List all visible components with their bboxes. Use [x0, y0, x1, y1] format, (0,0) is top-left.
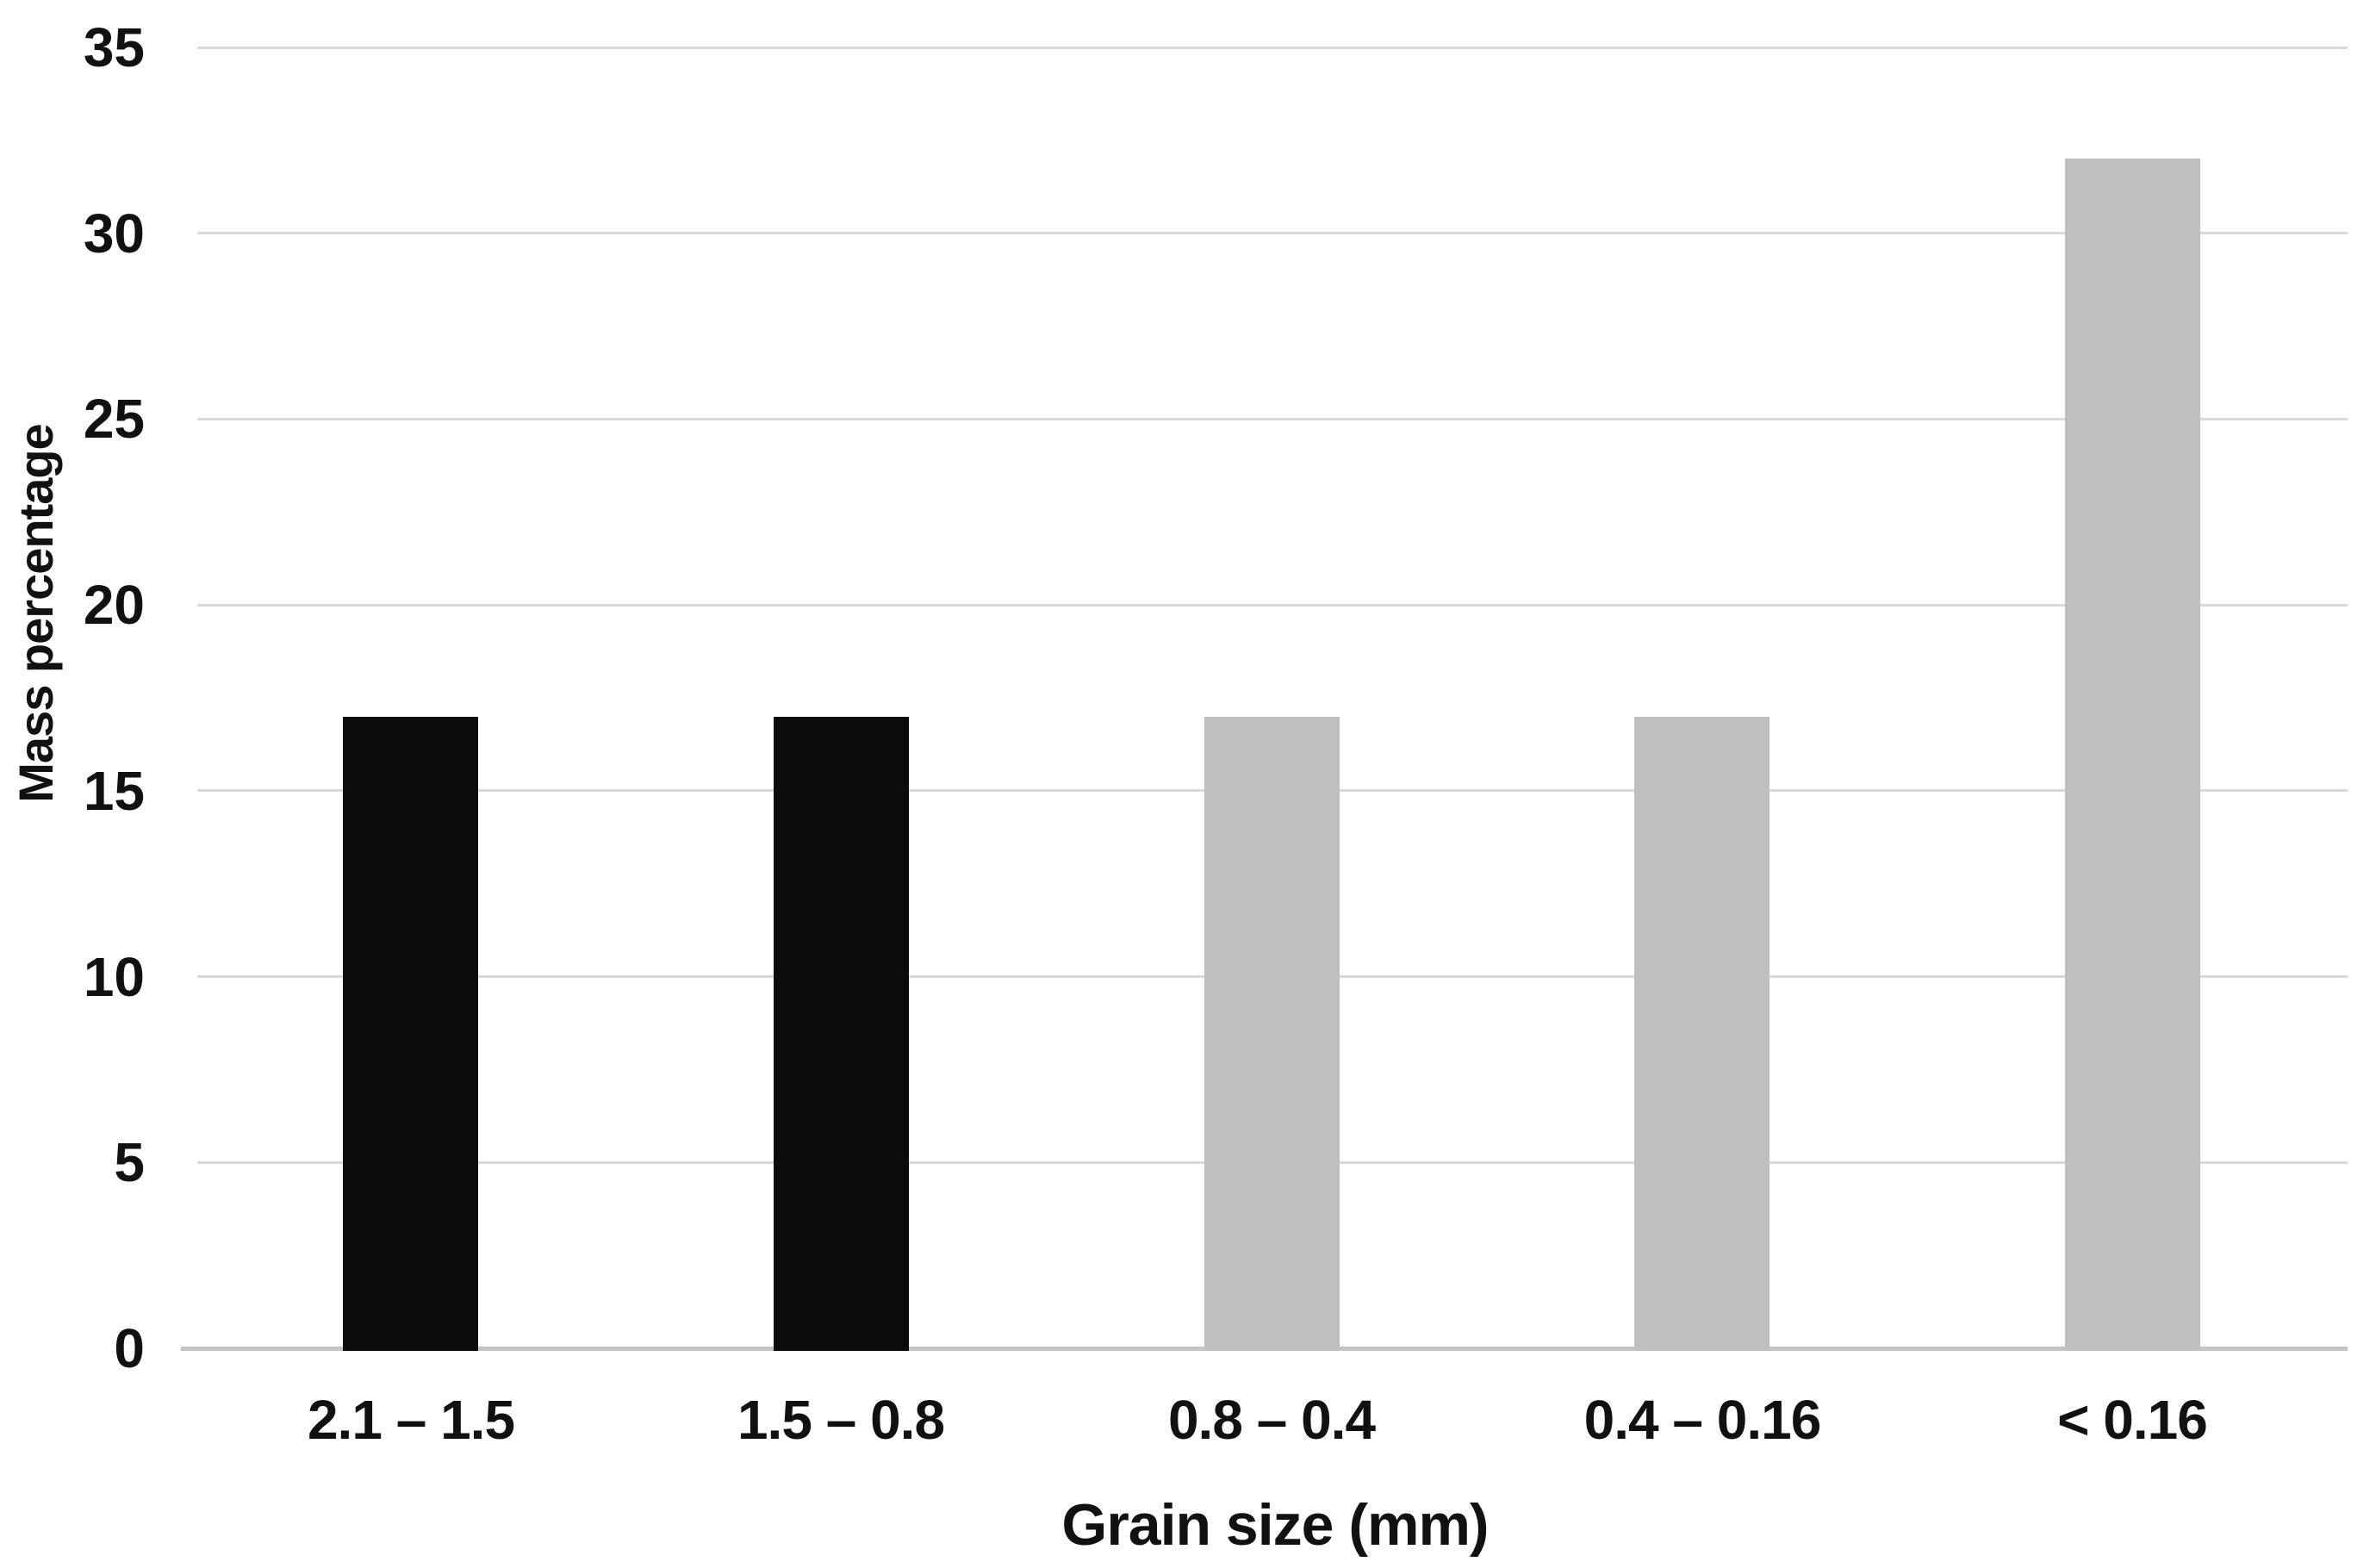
y-tick-label-0: 0	[114, 1317, 145, 1379]
x-tick-label-3: 0.4 – 0.16	[1583, 1389, 1822, 1451]
y-tick-label-10: 10	[83, 946, 145, 1008]
bar-0.8 – 0.4	[1204, 717, 1340, 1351]
gridline-y-20	[197, 604, 2348, 607]
y-tick-label-5: 5	[114, 1131, 145, 1193]
x-tick-label-1: 1.5 – 0.8	[737, 1389, 945, 1451]
y-tick-label-20: 20	[83, 574, 145, 636]
bar-2.1 – 1.5	[343, 717, 478, 1351]
bar-1.5 – 0.8	[774, 717, 909, 1351]
y-tick-label-35: 35	[83, 16, 145, 78]
bar-0.4 – 0.16	[1634, 717, 1770, 1351]
bar-< 0.16	[2065, 159, 2200, 1351]
gridline-y-35	[197, 47, 2348, 49]
x-axis-title: Grain size (mm)	[1061, 1492, 1489, 1558]
y-axis-title: Mass percentage	[9, 424, 63, 803]
x-tick-label-2: 0.8 – 0.4	[1167, 1389, 1376, 1451]
gridline-y-30	[197, 232, 2348, 234]
y-tick-label-30: 30	[83, 202, 145, 264]
gridline-y-25	[197, 418, 2348, 420]
x-tick-label-4: < 0.16	[2057, 1389, 2208, 1451]
x-tick-label-0: 2.1 – 1.5	[307, 1389, 515, 1451]
y-tick-label-15: 15	[83, 760, 145, 822]
y-tick-label-25: 25	[83, 388, 145, 450]
